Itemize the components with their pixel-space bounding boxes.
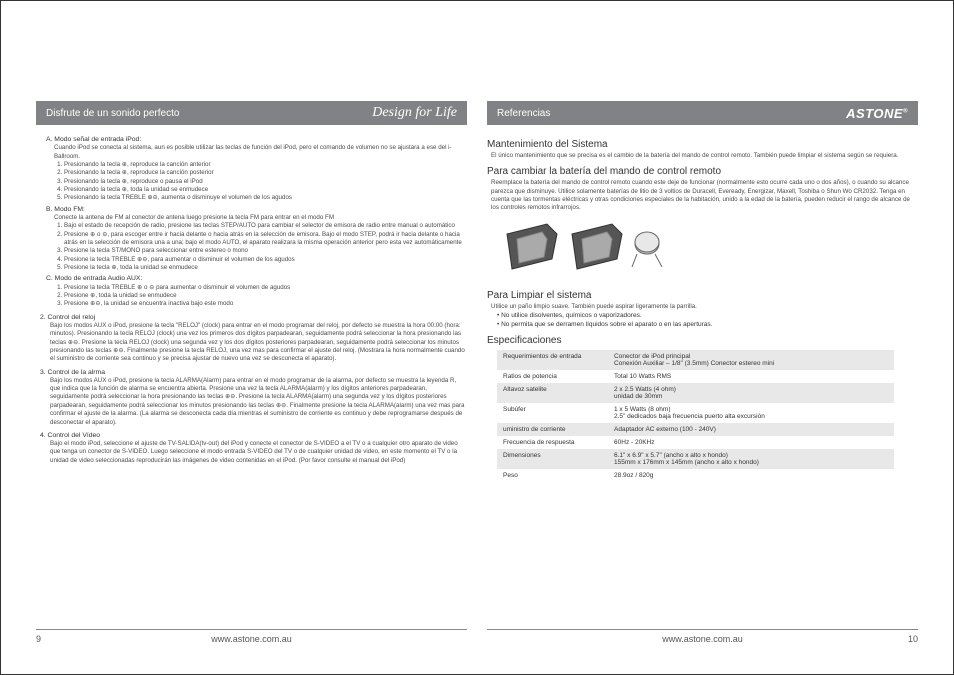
spec-row: Altavoz satelite2 x 2.5 Watts (4 ohm) un…: [497, 383, 894, 403]
section-3-desc: Bajo los modos AUX o iPod, presione la t…: [40, 377, 467, 427]
manual-spread: Disfrute de un sonido perfecto Design fo…: [0, 0, 954, 675]
list-item: Presione ⊕ o ⊖, para escoger entre ir ha…: [64, 231, 467, 248]
spec-label: Peso: [497, 469, 608, 482]
battery-illustration: [497, 219, 918, 284]
left-page: Disfrute de un sonido perfecto Design fo…: [36, 101, 477, 644]
mode-c-list: Presione la tecla TREBLE ⊕ o ⊖ para aume…: [46, 284, 467, 309]
mode-a-list: Presionando la tecla ⊕, reproduce la can…: [46, 161, 467, 203]
left-header-script: Design for Life: [372, 105, 457, 121]
mode-b-label: B. Modo FM:: [46, 205, 467, 214]
spec-value: 1 x 5 Watts (8 ohm) 2.5" dedicados baja …: [608, 403, 894, 423]
specs-table: Requerimientos de entradaConector de iPo…: [497, 350, 894, 482]
section-3: 3. Control de la alrma Bajo los modos AU…: [36, 368, 467, 427]
maintenance-body: El único mantenimiento que se precisa es…: [487, 152, 918, 160]
mode-a-desc: Cuando iPod se conecta al sistema, aun e…: [46, 144, 467, 161]
mode-c-label: C. Modo de entrada Audio AUX:: [46, 274, 467, 283]
right-footer: www.astone.com.au 10: [487, 629, 918, 644]
spec-label: Frecuencia de respuesta: [497, 436, 608, 449]
list-item: Presionando la tecla ⊕, toda la unidad s…: [64, 186, 467, 194]
mode-a: A. Modo señal de entrada iPod: Cuando iP…: [36, 135, 467, 203]
mode-c: C. Modo de entrada Audio AUX: Presione l…: [36, 274, 467, 308]
spec-value: 60Hz - 20KHz: [608, 436, 894, 449]
spec-value: Conector de iPod principal Conexión Auxi…: [608, 350, 894, 370]
maintenance-title: Mantenimiento del Sistema: [487, 139, 918, 150]
bullet-item: • No utilice disolventes, químicos o vap…: [497, 311, 918, 320]
right-page-number: 10: [898, 634, 918, 644]
list-item: Presionando la tecla ⊕, reproduce la can…: [64, 161, 467, 169]
right-header: Referencias ASTONE®: [487, 101, 918, 125]
list-item: Presionando la tecla TREBLE ⊕⊖, aumenta …: [64, 194, 467, 202]
list-item: Presione la tecla TREBLE ⊕⊖, para aument…: [64, 256, 467, 264]
battery-title: Para cambiar la batería del mando de con…: [487, 166, 918, 177]
list-item: Presione la tecla ST/MONO para seleccion…: [64, 247, 467, 255]
spec-row: uministro de corrienteAdaptador AC exter…: [497, 423, 894, 436]
list-item: Presionando la tecla ⊕, reproduce la can…: [64, 169, 467, 177]
left-header-title: Disfrute de un sonido perfecto: [46, 108, 372, 119]
list-item: Presionando la tecla ⊕, reproduce o paus…: [64, 178, 467, 186]
spec-label: Requerimientos de entrada: [497, 350, 608, 370]
list-item: Bajo el estado de recepción de radio, pr…: [64, 222, 467, 230]
section-4-desc: Bajo el modo iPod, seleccione el ajuste …: [40, 440, 467, 465]
mode-a-label: A. Modo señal de entrada iPod:: [46, 135, 467, 144]
spec-label: Subúfer: [497, 403, 608, 423]
spec-value: 28.9oz / 820g: [608, 469, 894, 482]
section-2-label: 2. Control del reloj: [40, 313, 467, 322]
section-2: 2. Control del reloj Bajo los modos AUX …: [36, 313, 467, 364]
list-item: Presione ⊕⊖, la unidad se encuentra inac…: [64, 300, 467, 308]
spec-value: 2 x 2.5 Watts (4 ohm) unidad de 30mm: [608, 383, 894, 403]
mode-b: B. Modo FM: Conecte la antena de FM al c…: [36, 205, 467, 273]
left-footer: 9 www.astone.com.au: [36, 629, 467, 644]
battery-body: Reemplace la batería del mando de contro…: [487, 179, 918, 212]
mode-b-desc: Conecte la antena de FM al conector de a…: [46, 214, 467, 222]
clean-body: Utilice un paño limpio suave. También pu…: [487, 303, 918, 311]
spec-label: Altavoz satelite: [497, 383, 608, 403]
section-3-label: 3. Control de la alrma: [40, 368, 467, 377]
right-url: www.astone.com.au: [507, 634, 898, 644]
specs-title: Especificaciones: [487, 335, 918, 346]
left-url: www.astone.com.au: [56, 634, 447, 644]
list-item: Presione la tecla ⊕, toda la unidad se e…: [64, 264, 467, 272]
right-content: Mantenimiento del Sistema El único mante…: [487, 133, 918, 621]
spec-value: 6.1" x 6.9" x 5.7" (ancho x alto x hondo…: [608, 449, 894, 469]
left-header: Disfrute de un sonido perfecto Design fo…: [36, 101, 467, 125]
section-2-desc: Bajo los modos AUX o iPod, presione la t…: [40, 322, 467, 364]
list-item: Presione ⊕, toda la unidad se enmudece: [64, 292, 467, 300]
spec-row: Dimensiones6.1" x 6.9" x 5.7" (ancho x a…: [497, 449, 894, 469]
clean-bullets: • No utilice disolventes, químicos o vap…: [487, 311, 918, 329]
left-page-number: 9: [36, 634, 56, 644]
bullet-item: • No permita que se derramen líquidos so…: [497, 320, 918, 329]
spec-label: Dimensiones: [497, 449, 608, 469]
spec-value: Adaptador AC externo (100 - 240V): [608, 423, 894, 436]
section-4: 4. Control del Vídeo Bajo el modo iPod, …: [36, 431, 467, 465]
right-header-title: Referencias: [497, 108, 846, 119]
spec-row: Subúfer1 x 5 Watts (8 ohm) 2.5" dedicado…: [497, 403, 894, 423]
spec-label: uministro de corriente: [497, 423, 608, 436]
section-4-label: 4. Control del Vídeo: [40, 431, 467, 440]
mode-b-list: Bajo el estado de recepción de radio, pr…: [46, 222, 467, 272]
left-content: A. Modo señal de entrada iPod: Cuando iP…: [36, 133, 467, 621]
astone-logo: ASTONE®: [846, 106, 908, 121]
spec-row: Requerimientos de entradaConector de iPo…: [497, 350, 894, 370]
spec-row: Ratios de potenciaTotal 10 Watts RMS: [497, 370, 894, 383]
list-item: Presione la tecla TREBLE ⊕ o ⊖ para aume…: [64, 284, 467, 292]
spec-value: Total 10 Watts RMS: [608, 370, 894, 383]
spec-row: Frecuencia de respuesta60Hz - 20KHz: [497, 436, 894, 449]
right-page: Referencias ASTONE® Mantenimiento del Si…: [477, 101, 918, 644]
clean-title: Para Limpiar el sistema: [487, 290, 918, 301]
spec-row: Peso28.9oz / 820g: [497, 469, 894, 482]
spec-label: Ratios de potencia: [497, 370, 608, 383]
